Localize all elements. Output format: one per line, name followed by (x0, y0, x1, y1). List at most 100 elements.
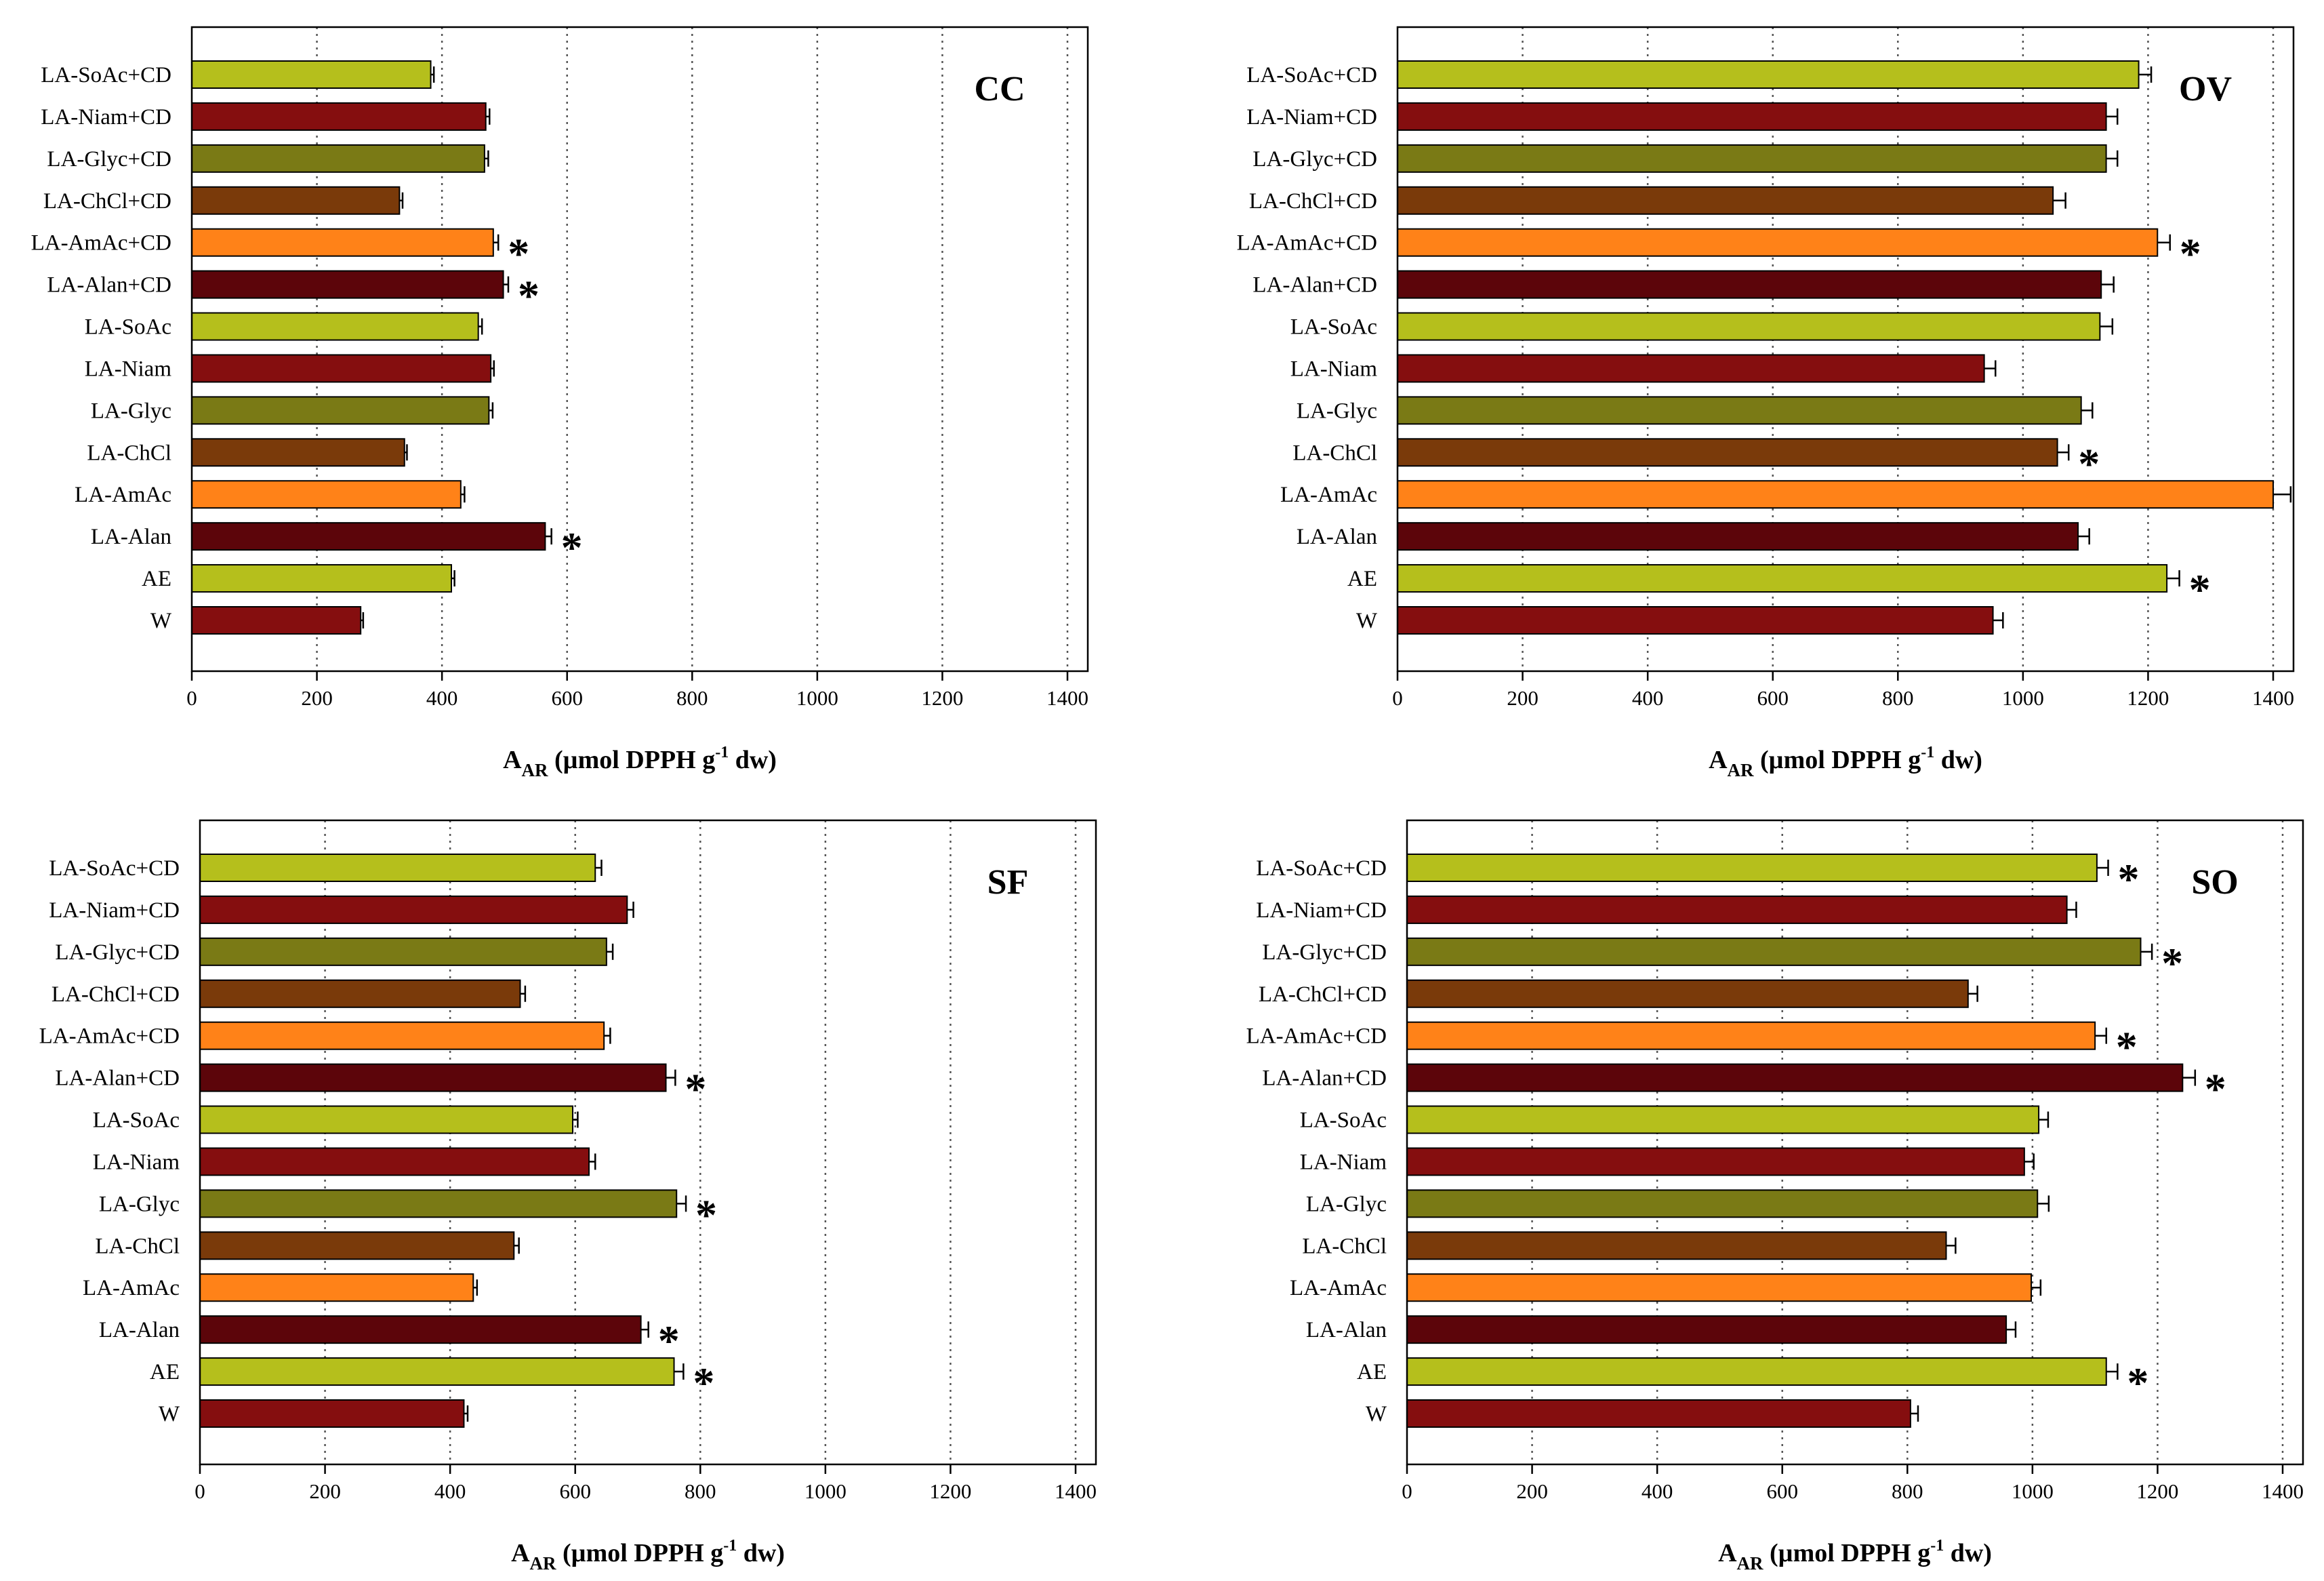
bar (199, 895, 628, 924)
category-label: LA-Glyc+CD (1252, 147, 1377, 172)
significance-star: * (2127, 1359, 2148, 1407)
bar (191, 186, 401, 215)
bar (1406, 937, 2142, 966)
x-tick-label: 200 (301, 686, 333, 710)
x-tick-label: 0 (1392, 686, 1403, 710)
bar (1406, 1357, 2107, 1386)
category-label: LA-SoAc (1300, 1108, 1387, 1133)
x-axis-label-sup: -1 (1921, 744, 1934, 761)
bar (191, 60, 432, 89)
category-label: LA-ChCl (87, 441, 171, 465)
x-axis-label: AAR (µmol DPPH g-1 dw) (511, 1537, 785, 1574)
x-axis-label-end: dw) (737, 1539, 785, 1567)
x-axis-label-sub: AR (522, 760, 548, 780)
bar (1397, 228, 2159, 257)
category-label: LA-Niam (93, 1150, 180, 1174)
bar (1406, 1315, 2007, 1344)
bar (199, 937, 607, 966)
category-label: LA-Alan (99, 1318, 180, 1342)
x-tick-label: 0 (1402, 1479, 1412, 1503)
plot-frame (199, 819, 1097, 1466)
category-label: LA-ChCl+CD (1259, 982, 1387, 1007)
bar (191, 564, 452, 593)
category-label: LA-Glyc+CD (55, 940, 180, 965)
bar (1406, 1273, 2033, 1302)
bar (1406, 1063, 2184, 1092)
category-label: LA-Niam+CD (1256, 898, 1387, 923)
category-label: LA-SoAc+CD (1256, 856, 1387, 881)
category-label: LA-Niam+CD (41, 105, 171, 129)
x-axis-label-sub: AR (1737, 1553, 1764, 1574)
category-label: LA-SoAc (93, 1108, 180, 1133)
panel-title: CC (974, 70, 1025, 108)
significance-star: * (518, 272, 539, 320)
x-tick-label: 800 (1892, 1479, 1923, 1503)
x-tick-label: 1400 (2252, 686, 2294, 710)
bar (199, 1399, 465, 1428)
category-label: LA-Glyc (99, 1192, 180, 1216)
category-label: LA-AmAc+CD (1237, 231, 1377, 256)
bar (1397, 522, 2079, 551)
plot-frame (1406, 819, 2304, 1466)
bar (1397, 186, 2054, 215)
bar (191, 522, 546, 551)
category-label: AE (150, 1360, 180, 1384)
x-tick-label: 400 (1642, 1479, 1673, 1503)
category-label: LA-AmAc (1280, 483, 1377, 507)
category-label: LA-AmAc+CD (31, 231, 171, 256)
x-tick-label: 1000 (2012, 1479, 2054, 1503)
bar (199, 1189, 678, 1218)
bar (1397, 480, 2274, 509)
bar (1397, 438, 2058, 467)
bar (191, 102, 487, 131)
bar (199, 1357, 675, 1386)
x-tick-label: 600 (1757, 686, 1789, 710)
x-axis-label-main: A (1718, 1539, 1737, 1567)
category-label: LA-Glyc+CD (1262, 940, 1387, 965)
x-tick-label: 400 (434, 1479, 466, 1503)
category-label: LA-ChCl (1292, 441, 1377, 465)
x-axis-label-end: dw) (1944, 1539, 1992, 1567)
bar (191, 228, 494, 257)
x-axis-label: AAR (µmol DPPH g-1 dw) (503, 744, 777, 780)
category-label: LA-Alan+CD (1252, 273, 1377, 298)
x-axis-label-main: A (511, 1539, 530, 1567)
category-label: AE (1357, 1360, 1387, 1384)
x-tick-label: 1400 (1046, 686, 1088, 710)
bar (191, 480, 462, 509)
bar (1406, 979, 1969, 1008)
category-label: LA-Niam (85, 357, 172, 381)
bar (191, 312, 479, 341)
category-label: LA-AmAc (1290, 1276, 1387, 1300)
x-tick-label: 600 (559, 1479, 591, 1503)
bar (1406, 1189, 2039, 1218)
significance-star: * (2189, 565, 2211, 614)
x-tick-label: 1000 (2002, 686, 2044, 710)
x-tick-label: 1200 (2127, 686, 2169, 710)
x-axis-label-unit: (µmol DPPH g (1764, 1539, 1931, 1567)
chart-panel-cc: LA-SoAc+CD LA-Niam+CD LA-Glyc+CD LA-ChCl+CD… (31, 26, 1089, 780)
bar (199, 1147, 590, 1176)
category-label: W (1366, 1402, 1387, 1426)
bar (199, 1063, 667, 1092)
bar (191, 606, 362, 635)
bar (199, 854, 596, 882)
significance-star: * (2118, 855, 2140, 903)
category-label: LA-Glyc (91, 399, 171, 423)
category-label: LA-Alan+CD (55, 1066, 180, 1091)
x-tick-label: 1200 (921, 686, 963, 710)
x-tick-label: 1000 (796, 686, 838, 710)
x-tick-label: 800 (685, 1479, 716, 1503)
panel-title: SF (987, 863, 1029, 902)
chart-panel-ov: LA-SoAc+CD LA-Niam+CD LA-Glyc+CD LA-ChCl+CD… (1237, 26, 2295, 780)
bar (1397, 606, 1994, 635)
bar (1406, 1231, 1947, 1260)
category-label: LA-SoAc+CD (49, 856, 180, 881)
bar (1397, 102, 2107, 131)
significance-star: * (2180, 230, 2201, 278)
bar (1397, 396, 2082, 425)
significance-star: * (685, 1065, 706, 1113)
bar (199, 1273, 474, 1302)
category-label: LA-SoAc (1290, 315, 1377, 340)
